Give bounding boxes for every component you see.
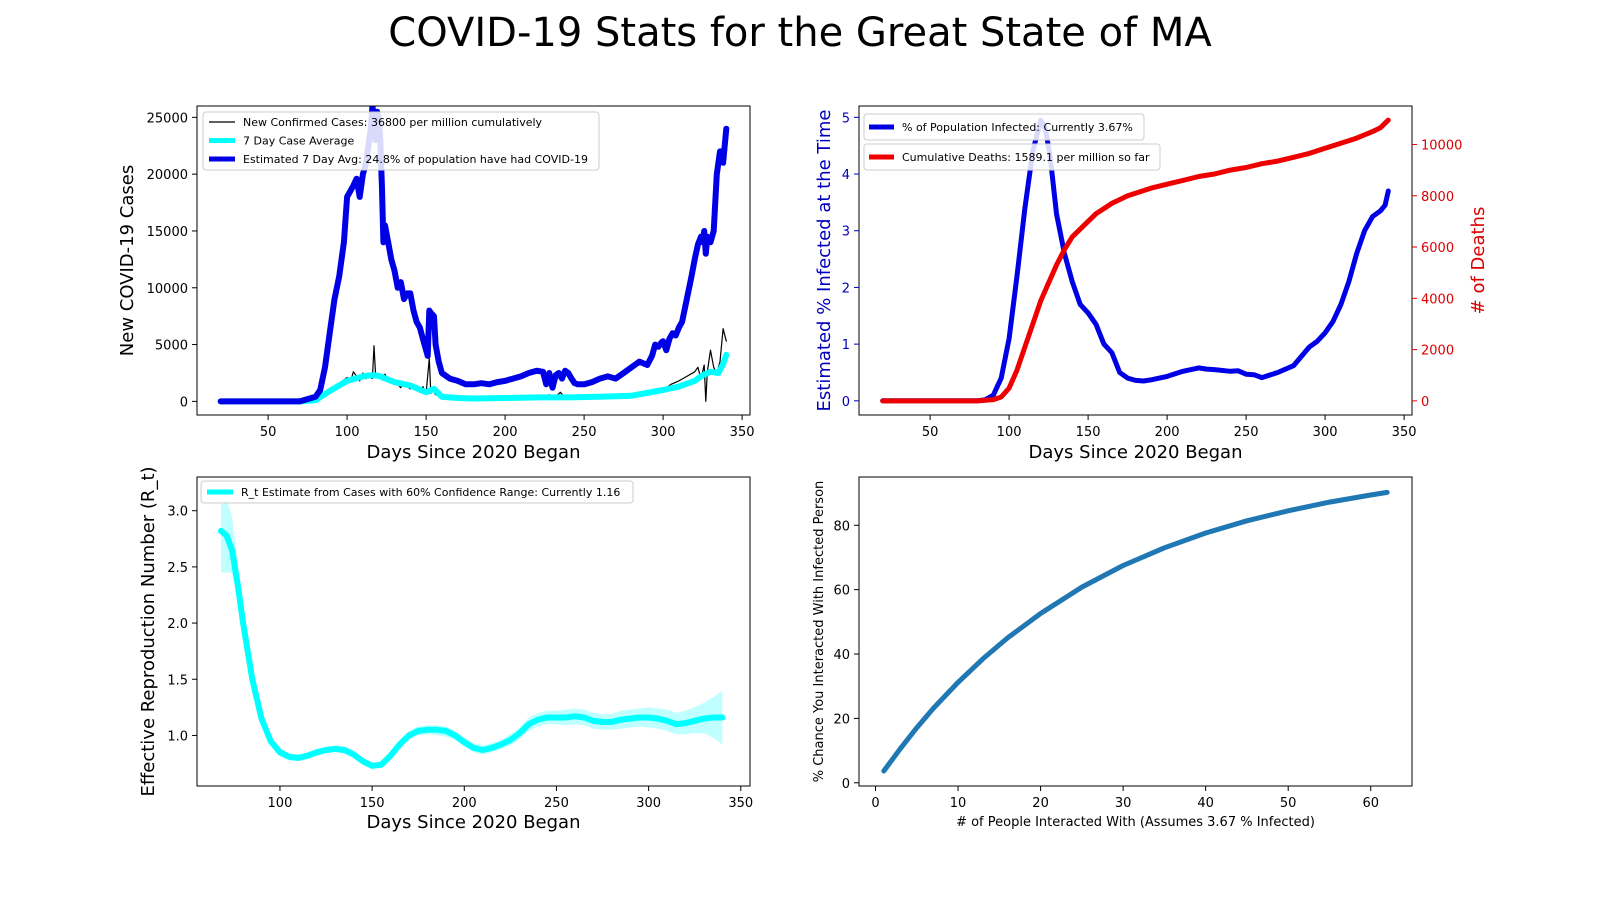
legend-box: [863, 143, 1161, 171]
series-line-2: [217, 351, 730, 405]
y-tick-label: 1.0: [167, 729, 188, 744]
x-tick-label: 60: [1362, 796, 1379, 811]
plot-frame: [858, 105, 1413, 416]
y-tick-label: 10000: [147, 282, 188, 297]
y-tick-label: 2.0: [167, 617, 188, 632]
y-right-tick-label: 0: [1421, 395, 1429, 410]
legend-box: [200, 480, 634, 504]
legend-label: R_t Estimate from Cases with 60% Confide…: [241, 486, 620, 499]
y-right-axis-label: # of Deaths: [1468, 207, 1489, 315]
x-tick-label: 50: [260, 425, 277, 440]
chart-interaction-chance: 0 10 20 30 40 50 60 0 20 40 60 80 # of People Intera…: [812, 476, 1413, 830]
y-tick-label: 1.5: [167, 673, 188, 688]
y-tick-label: 20: [833, 712, 850, 727]
x-tick-label: 200: [1155, 425, 1180, 440]
y-tick-label: 4: [842, 168, 850, 183]
x-tick-label: 300: [636, 796, 661, 811]
y-tick-label: 0: [842, 777, 850, 792]
y-right-tick-label: 2000: [1421, 344, 1454, 359]
y-right-tick-label: 10000: [1421, 138, 1462, 153]
y-tick-label: 25000: [147, 111, 188, 126]
y-axis-label: New COVID-19 Cases: [117, 165, 138, 356]
x-tick-label: 350: [730, 425, 755, 440]
legend-label: Cumulative Deaths: 1589.1 per million so…: [902, 151, 1150, 164]
y-tick-label: 1: [842, 338, 850, 353]
legend-box: [202, 111, 600, 171]
y-axis-label: % Chance You Interacted With Infected Pe…: [812, 481, 827, 783]
series-line-1: [881, 489, 1390, 774]
x-tick-label: 100: [335, 425, 360, 440]
x-axis-label: # of People Interacted With (Assumes 3.6…: [956, 815, 1315, 830]
series-line-2: [880, 117, 1391, 404]
y-tick-label: 3: [842, 225, 850, 240]
y-axis-label: Estimated % Infected at the Time: [814, 110, 835, 412]
legend-label: New Confirmed Cases: 36800 per million c…: [243, 116, 543, 129]
y-axis-label: Effective Reproduction Number (R_t): [138, 466, 159, 796]
y-tick-label: 80: [833, 519, 850, 534]
x-axis-label: Days Since 2020 Began: [367, 442, 581, 463]
x-tick-label: 350: [1392, 425, 1417, 440]
y-tick-label: 60: [833, 584, 850, 599]
y-tick-label: 0: [842, 395, 850, 410]
x-tick-label: 100: [997, 425, 1022, 440]
x-tick-label: 50: [922, 425, 939, 440]
legend-box: [863, 113, 1145, 141]
x-tick-label: 250: [572, 425, 597, 440]
legend-label: Estimated 7 Day Avg: 24.8% of population…: [243, 153, 588, 166]
x-tick-label: 100: [268, 796, 293, 811]
y-tick-label: 3.0: [167, 505, 188, 520]
x-tick-label: 150: [414, 425, 439, 440]
x-tick-label: 300: [1313, 425, 1338, 440]
y-tick-label: 15000: [147, 225, 188, 240]
plot-area: [881, 489, 1390, 774]
x-tick-label: 0: [871, 796, 879, 811]
x-tick-label: 250: [1234, 425, 1259, 440]
x-tick-label: 40: [1197, 796, 1214, 811]
y-right-tick-label: 8000: [1421, 190, 1454, 205]
x-tick-label: 200: [493, 425, 518, 440]
x-tick-label: 30: [1115, 796, 1132, 811]
y-tick-label: 0: [180, 395, 188, 410]
x-tick-label: 250: [544, 796, 569, 811]
legend-label: 7 Day Case Average: [243, 135, 355, 148]
x-tick-label: 50: [1280, 796, 1297, 811]
plot-area: [218, 499, 726, 770]
plot-frame: [858, 476, 1413, 787]
legend-label: % of Population Infected: Currently 3.67…: [902, 121, 1133, 134]
figure-title: COVID-19 Stats for the Great State of MA: [388, 10, 1212, 56]
y-right-tick-label: 6000: [1421, 241, 1454, 256]
x-tick-label: 150: [1076, 425, 1101, 440]
x-axis-label: Days Since 2020 Began: [1029, 442, 1243, 463]
y-tick-label: 5: [842, 111, 850, 126]
chart-reproduction-number: 100 150 200 250 300 350 1.0 1.5 2.0 2.5 3.0 Days Si…: [138, 466, 753, 833]
y-tick-label: 20000: [147, 168, 188, 183]
x-tick-label: 10: [950, 796, 967, 811]
plot-frame: [196, 476, 751, 787]
x-tick-label: 300: [651, 425, 676, 440]
y-tick-label: 2: [842, 281, 850, 296]
chart-percent-infected: 50 100 150 200 250 300 35001234502000400060008…: [814, 105, 1489, 463]
x-tick-label: 200: [452, 796, 477, 811]
plot-frame: [196, 105, 751, 416]
y-tick-label: 40: [833, 648, 850, 663]
x-tick-label: 350: [728, 796, 753, 811]
y-tick-label: 2.5: [167, 561, 188, 576]
y-tick-label: 5000: [155, 339, 188, 354]
confidence-band: [221, 499, 723, 770]
x-tick-label: 150: [360, 796, 385, 811]
x-tick-label: 20: [1032, 796, 1049, 811]
x-axis-label: Days Since 2020 Began: [367, 812, 581, 833]
y-right-tick-label: 4000: [1421, 292, 1454, 307]
series-line-1: [218, 527, 726, 769]
chart-new-cases: 50 100 150 200 250 300 350 0 5000 10000 15000 20000…: [117, 105, 755, 463]
